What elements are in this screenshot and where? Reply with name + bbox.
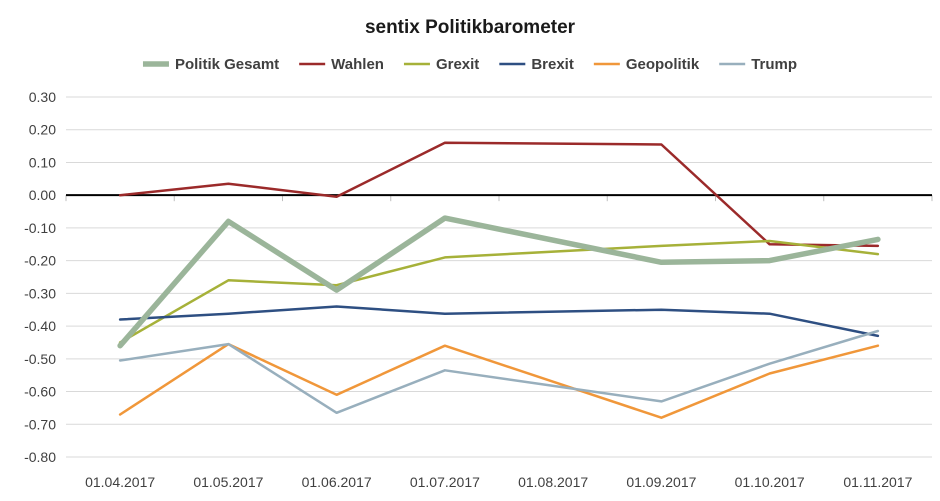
x-tick-label: 01.04.2017 (85, 474, 155, 490)
y-tick-label: 0.00 (29, 187, 56, 203)
y-tick-label: -0.40 (24, 318, 56, 334)
x-tick-label: 01.11.2017 (843, 474, 912, 490)
series-line-geopolitik (118, 342, 880, 419)
series-line-grexit (118, 239, 880, 344)
legend-item-geopolitik: Geopolitik (593, 56, 700, 73)
legend-label: Grexit (436, 56, 479, 73)
legend: Politik Gesamt Wahlen Grexit Brexit Geopolit… (142, 56, 797, 73)
x-tick-label: 01.07.2017 (410, 474, 480, 490)
series-line-politik-gesamt (117, 215, 881, 349)
legend-item-trump: Trump (719, 56, 797, 73)
gridlines (66, 96, 932, 458)
legend-label: Geopolitik (626, 56, 700, 73)
x-axis: 01.04.2017 01.05.2017 01.06.2017 01.07.2017… (65, 194, 933, 490)
y-tick-label: -0.10 (24, 220, 56, 236)
legend-label: Politik Gesamt (175, 56, 279, 73)
y-tick-label: 0.30 (29, 89, 56, 105)
y-tick-label: -0.70 (24, 416, 56, 432)
x-tick-label: 01.10.2017 (735, 474, 805, 490)
chart-title: sentix Politikbarometer (365, 17, 576, 38)
y-tick-label: -0.30 (24, 285, 56, 301)
y-axis-tick-labels: 0.30 0.20 0.10 0.00 -0.10 -0.20 -0.30 -0.40 -0.5… (24, 89, 56, 465)
series-line-trump (118, 329, 880, 415)
y-tick-label: -0.50 (24, 351, 56, 367)
x-tick-label: 01.08.2017 (518, 474, 588, 490)
legend-label: Wahlen (331, 56, 384, 73)
legend-label: Brexit (531, 56, 574, 73)
legend-item-politik-gesamt: Politik Gesamt (142, 56, 279, 73)
legend-label: Trump (751, 56, 797, 73)
legend-item-wahlen: Wahlen (299, 56, 384, 73)
y-tick-label: -0.20 (24, 253, 56, 269)
x-tick-label: 01.09.2017 (626, 474, 696, 490)
legend-item-grexit: Grexit (403, 56, 479, 73)
x-tick-label: 01.05.2017 (193, 474, 263, 490)
series-line-wahlen (118, 141, 880, 248)
x-tick-label: 01.06.2017 (302, 474, 372, 490)
series-lines (117, 141, 881, 419)
y-tick-label: 0.20 (29, 122, 56, 138)
y-tick-label: 0.10 (29, 154, 56, 170)
y-tick-label: -0.60 (24, 384, 56, 400)
series-line-brexit (118, 305, 880, 338)
legend-item-brexit: Brexit (499, 56, 574, 73)
y-tick-label: -0.80 (24, 449, 56, 465)
